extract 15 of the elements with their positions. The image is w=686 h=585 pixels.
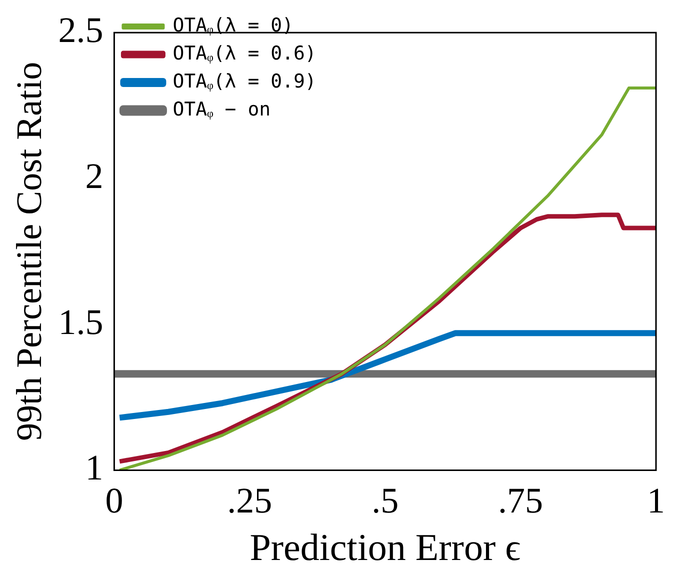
legend-label: OTAᵩ(λ = 0) [172, 14, 294, 36]
legend-label: OTAᵩ(λ = 0.6) [172, 42, 316, 64]
legend-label: OTAᵩ(λ = 0.9) [172, 70, 316, 92]
y-tick-label: 2 [85, 156, 104, 196]
y-tick-label: 2.5 [58, 10, 104, 50]
y-axis-title: 99th Percentile Cost Ratio [9, 62, 50, 441]
x-tick-label: 0 [105, 480, 124, 520]
y-tick-label: 1.5 [58, 302, 104, 342]
x-tick-label: .25 [227, 480, 272, 520]
legend-label: OTAᵩ − on [172, 98, 271, 120]
y-tick-label: 1 [85, 448, 104, 488]
x-axis-title: Prediction Error ϵ [250, 527, 520, 570]
x-tick-label: 1 [647, 480, 665, 520]
x-tick-label: .5 [372, 480, 399, 520]
x-tick-label: .75 [498, 480, 544, 520]
